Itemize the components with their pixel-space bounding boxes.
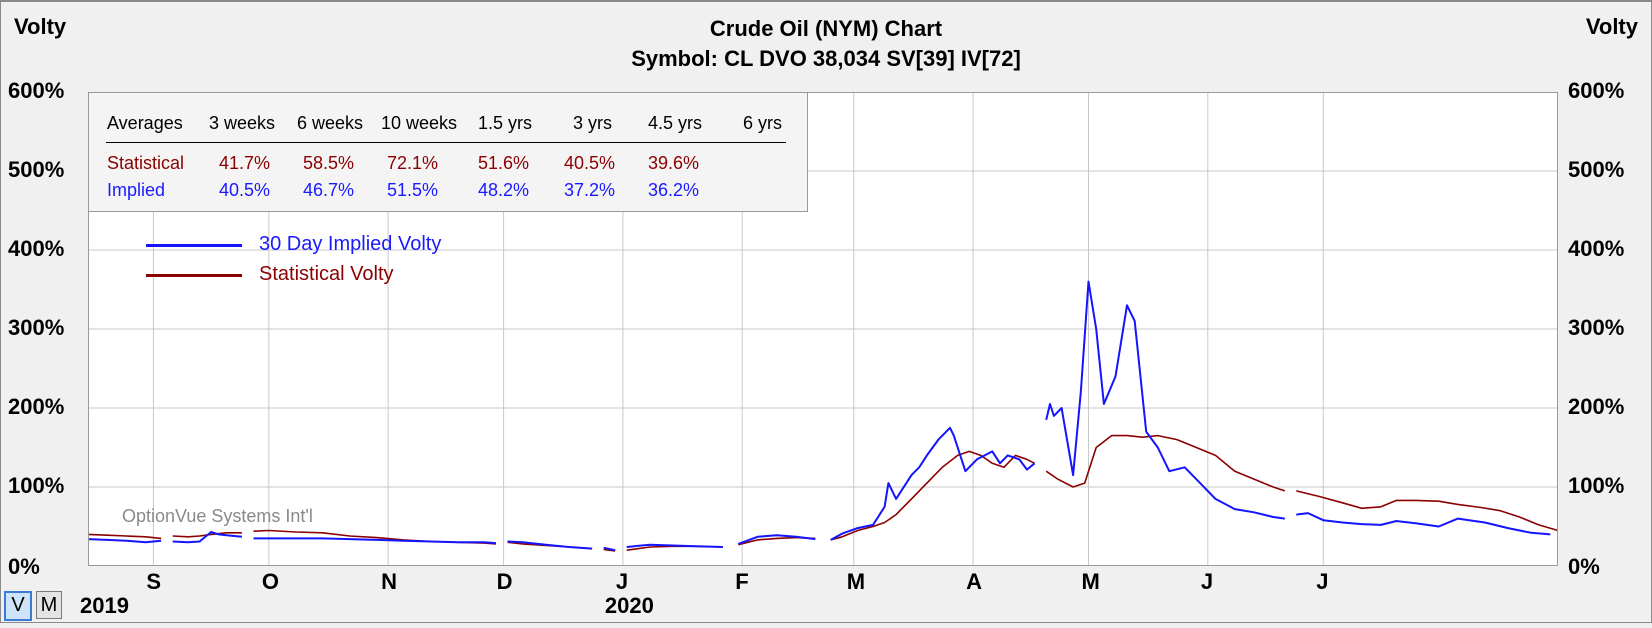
period-header: 1.5 yrs [478,113,533,133]
statistical-value: 41.7% [219,153,271,173]
statistical-line-segment [1296,490,1559,532]
statistical-value: 40.5% [564,153,616,173]
header-rule [106,142,786,143]
series-implied [87,280,1551,552]
left-y-tick-label: 400% [8,236,65,261]
x-year-label: 2019 [80,593,129,618]
x-tick-label: M [1081,569,1100,594]
market-view-button[interactable]: M [36,591,62,619]
implied-line-segment [172,531,243,544]
x-tick-label: F [735,569,749,594]
x-tick-label: N [381,569,398,594]
statistical-line-segment [87,533,162,540]
left-y-tick-label: 500% [8,157,65,182]
averages-header-label: Averages [107,113,183,133]
statistical-line-segment [830,450,1035,541]
statistical-value: 39.6% [648,153,700,173]
implied-value: 40.5% [219,180,271,200]
implied-line-segment [626,543,723,548]
averages-table: Averages 3 weeks 6 weeks 10 weeks 1.5 yr… [88,92,808,212]
x-tick-label: J [1200,569,1214,594]
implied-line-segment [737,534,816,545]
implied-line-segment [507,540,593,550]
implied-line-segment [1296,512,1551,536]
period-header: 10 weeks [381,113,458,133]
x-tick-label: A [966,569,982,594]
x-tick-label: D [496,569,513,594]
plot-border [88,92,1558,566]
period-header: 6 yrs [743,113,783,133]
left-y-tick-label: 100% [8,473,65,498]
chart-title: Crude Oil (NYM) Chart [709,16,943,41]
right-y-tick-label: 300% [1568,315,1625,340]
left-y-tick-label: 600% [8,78,65,103]
implied-line-segment [253,537,496,545]
period-header: 4.5 yrs [648,113,703,133]
statistical-line-segment [172,531,242,538]
x-tick-label: J [1316,569,1329,594]
right-y-tick-label: 100% [1568,473,1625,498]
right-axis-title: Volty [1585,14,1638,39]
implied-row-label: Implied [107,180,166,200]
x-tick-label: M [846,569,866,594]
implied-value: 36.2% [648,180,700,200]
x-year-label: 2020 [604,593,654,618]
right-y-tick-label: 600% [1568,78,1625,103]
implied-value: 46.7% [303,180,355,200]
statistical-value: 51.6% [478,153,530,173]
implied-line-segment [1045,280,1285,520]
left-y-tick-label: 0% [8,554,40,579]
statistical-value: 72.1% [387,153,439,173]
volatility-view-button[interactable]: V [4,591,32,621]
x-tick-label: J [615,569,629,594]
chart-subtitle: Symbol: CL DVO 38,034 SV[39] IV[72] [631,46,1021,71]
horizontal-gridlines [88,170,1558,488]
right-y-tick-label: 0% [1568,554,1600,579]
legend-label-statistical: Statistical Volty [259,263,394,285]
implied-value: 51.5% [387,180,439,200]
statistical-value: 58.5% [303,153,355,173]
implied-value: 48.2% [478,180,530,200]
period-header: 6 weeks [297,113,364,133]
left-y-tick-label: 200% [8,394,65,419]
right-y-tick-label: 400% [1568,236,1625,261]
legend-label-implied: 30 Day Implied Volty [259,233,442,255]
watermark: OptionVue Systems Int'l [122,506,313,526]
right-y-tick-label: 200% [1568,394,1625,419]
implied-value: 37.2% [564,180,616,200]
implied-line-segment [87,538,162,544]
x-tick-label: O [261,569,279,594]
left-y-tick-label: 300% [8,315,65,340]
series-layer [87,280,1559,552]
x-tick-label: S [146,569,162,594]
legend-swatch-statistical [146,274,242,277]
implied-line-segment [603,546,616,552]
statistical-row-label: Statistical [107,153,185,173]
period-header: 3 yrs [573,113,613,133]
implied-line-segment [830,426,1036,541]
left-axis-title: Volty [14,14,67,39]
period-header: 3 weeks [209,113,276,133]
right-y-tick-label: 500% [1568,157,1625,182]
legend-swatch-implied [146,244,242,247]
